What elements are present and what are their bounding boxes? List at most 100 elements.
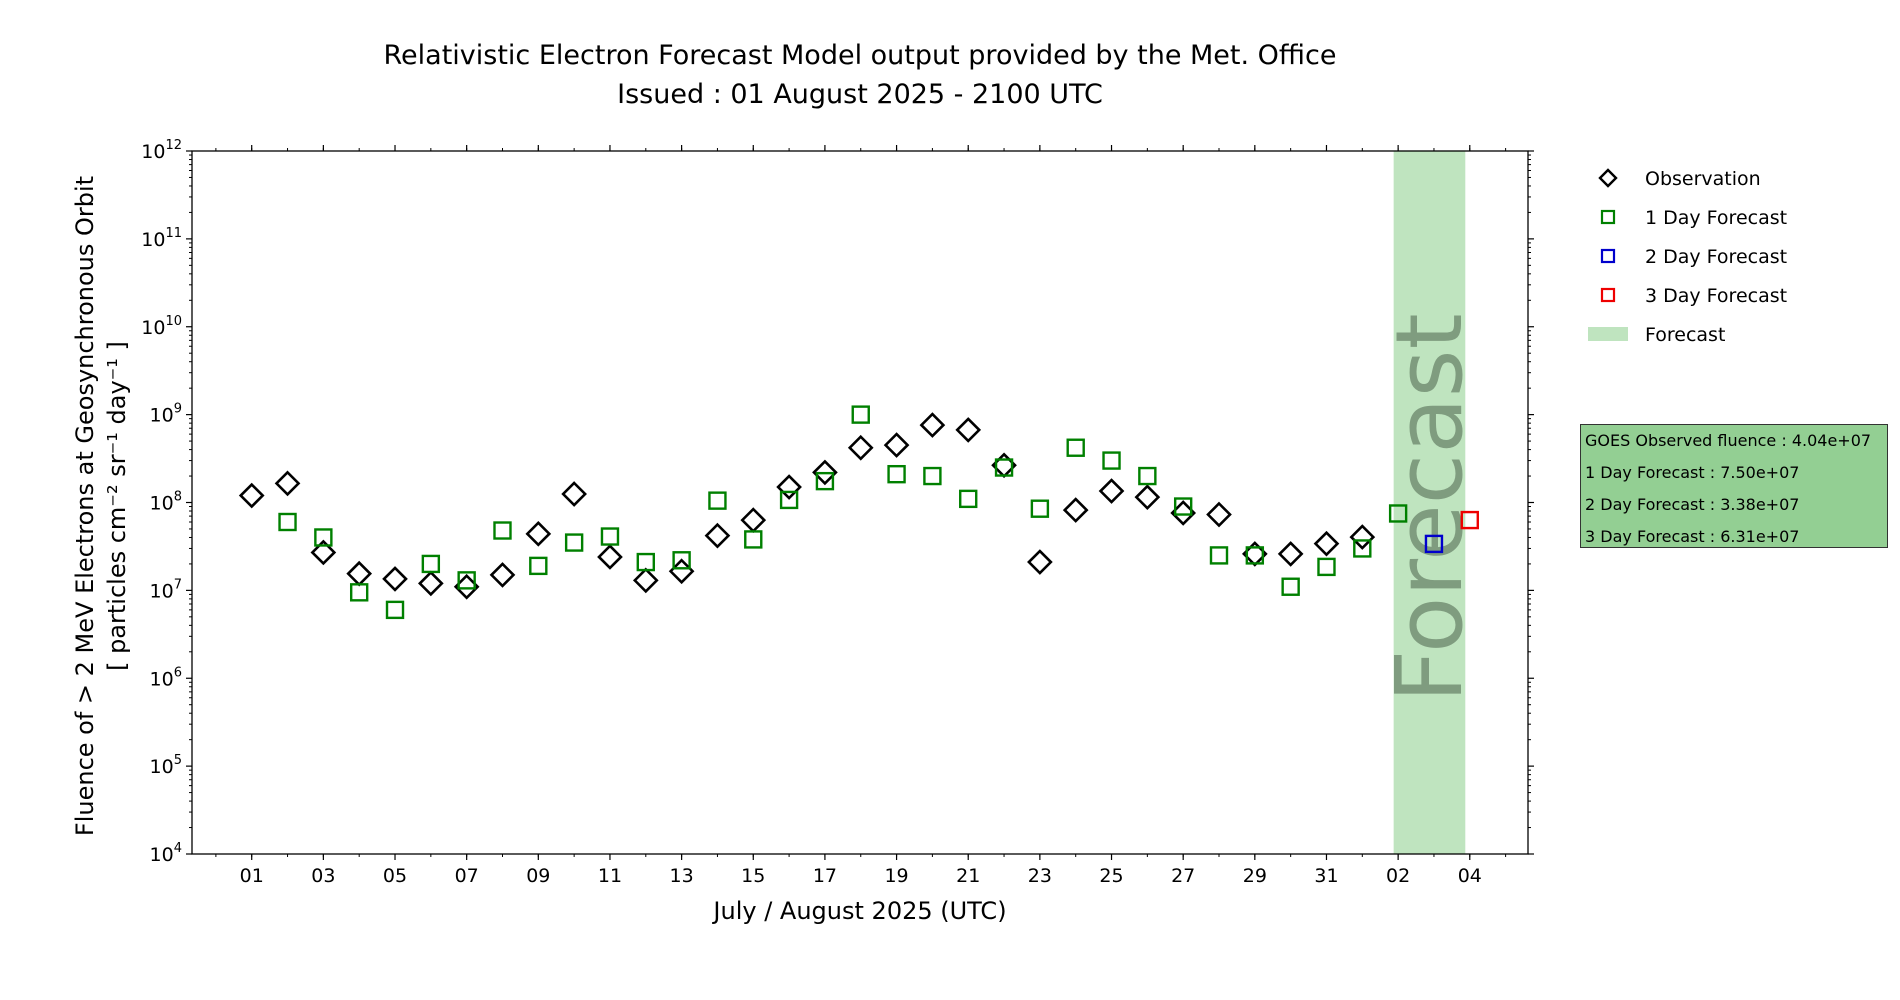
y-tick-label: 107 <box>150 577 182 602</box>
chart-subtitle: Issued : 01 August 2025 - 2100 UTC <box>617 79 1103 110</box>
point-1-day-forecast <box>744 530 763 549</box>
axis-ticks: 01 03 05 07 09 11 13 15 17 19 21 23 25 27 29 31 02 04 104 1… <box>141 138 1534 887</box>
point-1-day-forecast <box>1138 466 1157 486</box>
legend-label: 2 Day Forecast <box>1645 246 1787 268</box>
point-observation <box>847 434 874 461</box>
point-observation <box>525 520 552 547</box>
point-1-day-forecast <box>1102 451 1121 470</box>
data-points <box>238 405 1479 620</box>
point-observation <box>919 412 946 438</box>
legend-marker-1-day-forecast <box>1600 209 1616 225</box>
y-tick-label: 108 <box>150 490 182 515</box>
point-observation <box>1313 530 1340 557</box>
point-1-day-forecast <box>385 600 405 620</box>
plot-frame <box>191 150 1529 855</box>
fluence-info-box: GOES Observed fluence : 4.04e+07 1 Day F… <box>1580 424 1888 548</box>
point-observation <box>812 459 838 486</box>
point-1-day-forecast <box>1388 504 1408 523</box>
x-tick-label: 19 <box>884 865 908 887</box>
y-tick-label: 1010 <box>141 314 182 339</box>
point-1-day-forecast <box>708 491 727 510</box>
chart-title: Relativistic Electron Forecast Model out… <box>384 40 1337 71</box>
y-tick-label: 109 <box>150 402 182 427</box>
point-observation <box>1134 484 1161 511</box>
legend-marker-2-day-forecast <box>1600 248 1616 264</box>
legend-marker-observation <box>1598 168 1618 188</box>
x-tick-label: 07 <box>455 865 479 887</box>
legend-label: Observation <box>1645 168 1761 190</box>
y-tick-label: 105 <box>150 753 182 778</box>
x-tick-label: 23 <box>1028 865 1052 887</box>
point-observation <box>274 470 301 497</box>
point-observation <box>955 417 982 443</box>
x-tick-label: 13 <box>670 865 694 887</box>
point-observation <box>1349 524 1376 550</box>
point-1-day-forecast <box>1353 539 1372 558</box>
point-observation <box>489 562 516 588</box>
info-line-2-day: 2 Day Forecast : 3.38e+07 <box>1585 495 1800 514</box>
y-axis-label: Fluence of > 2 MeV Electrons at Geosynch… <box>71 176 131 836</box>
point-observation <box>597 544 623 570</box>
x-axis-label: July / August 2025 (UTC) <box>711 897 1006 925</box>
point-2-day-forecast <box>1424 534 1444 554</box>
point-1-day-forecast <box>779 490 799 510</box>
x-tick-label: 02 <box>1386 865 1410 887</box>
x-tick-label: 15 <box>741 865 765 887</box>
x-tick-label: 11 <box>598 865 622 887</box>
point-1-day-forecast <box>1245 546 1265 565</box>
info-line-observed: GOES Observed fluence : 4.04e+07 <box>1585 431 1872 450</box>
forecast-band-layer: Forecast <box>1376 151 1483 854</box>
point-observation <box>632 567 659 594</box>
y-tick-label: 104 <box>150 841 182 866</box>
point-observation <box>704 522 731 549</box>
forecast-band-label: Forecast <box>1376 313 1483 702</box>
point-1-day-forecast <box>457 571 476 590</box>
point-1-day-forecast <box>564 533 584 552</box>
point-observation <box>1098 478 1125 504</box>
point-1-day-forecast <box>600 527 620 546</box>
legend-label: 1 Day Forecast <box>1645 207 1787 229</box>
y-axis-label-line-2: [ particles cm⁻² sr⁻¹ day⁻¹ ] <box>103 341 131 671</box>
y-tick-label: 1012 <box>141 138 182 163</box>
point-1-day-forecast <box>1209 546 1229 565</box>
point-1-day-forecast <box>493 521 512 540</box>
point-1-day-forecast <box>1066 438 1085 457</box>
point-1-day-forecast <box>923 466 942 486</box>
point-1-day-forecast <box>1030 499 1050 518</box>
point-1-day-forecast <box>314 528 333 547</box>
y-axis-label-line-1: Fluence of > 2 MeV Electrons at Geosynch… <box>71 176 99 836</box>
point-1-day-forecast <box>1173 497 1193 516</box>
legend-swatch-forecast <box>1588 327 1628 341</box>
y-tick-label: 1011 <box>141 226 182 251</box>
point-1-day-forecast <box>815 471 835 491</box>
point-observation <box>776 474 802 500</box>
point-1-day-forecast <box>994 458 1014 477</box>
point-observation <box>883 432 910 458</box>
point-1-day-forecast <box>349 583 369 602</box>
x-tick-label: 25 <box>1099 865 1123 887</box>
point-1-day-forecast <box>421 554 441 574</box>
point-observation <box>1206 501 1232 528</box>
x-tick-label: 29 <box>1243 865 1267 887</box>
legend-marker-3-day-forecast <box>1600 287 1616 303</box>
point-3-day-forecast <box>1460 510 1479 530</box>
point-1-day-forecast <box>959 489 978 509</box>
x-tick-label: 04 <box>1458 865 1482 887</box>
point-1-day-forecast <box>851 405 870 424</box>
point-observation <box>740 507 767 533</box>
point-observation <box>310 539 337 566</box>
x-tick-label: 03 <box>311 865 335 887</box>
point-observation <box>238 482 265 509</box>
x-tick-label: 27 <box>1171 865 1195 887</box>
info-line-1-day: 1 Day Forecast : 7.50e+07 <box>1585 463 1800 482</box>
point-1-day-forecast <box>1317 557 1336 577</box>
x-tick-label: 09 <box>526 865 550 887</box>
point-1-day-forecast <box>278 512 297 532</box>
point-1-day-forecast <box>636 552 655 572</box>
point-observation <box>561 481 587 507</box>
y-tick-label: 106 <box>150 665 182 690</box>
point-1-day-forecast <box>1281 577 1300 596</box>
point-1-day-forecast <box>529 556 548 576</box>
x-tick-label: 05 <box>383 865 407 887</box>
x-tick-label: 17 <box>813 865 837 887</box>
